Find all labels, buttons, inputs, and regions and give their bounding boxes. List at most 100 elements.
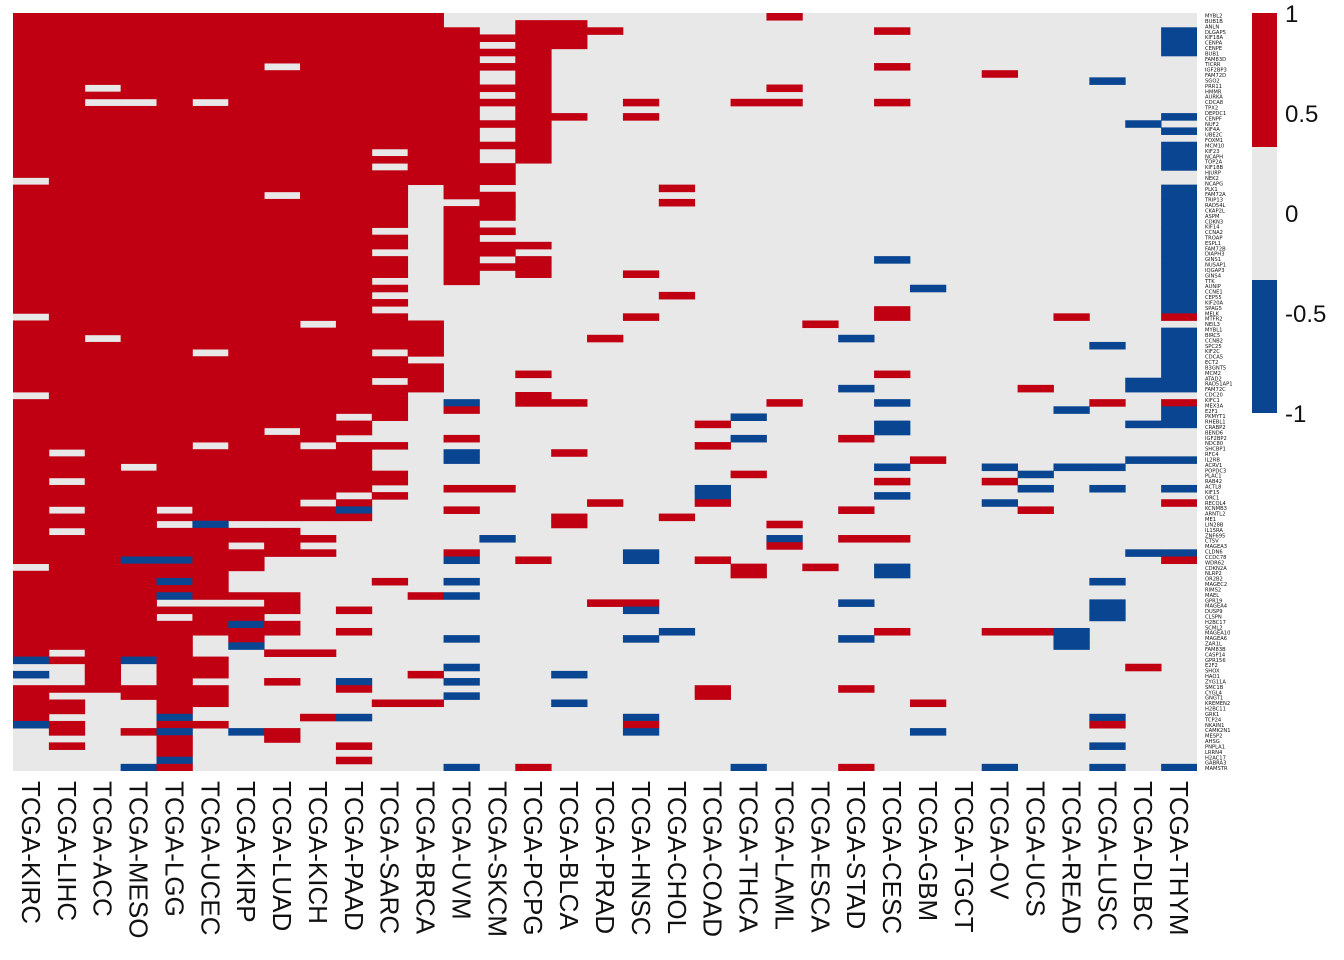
heatmap-cell [156,34,193,42]
heatmap-cell [1161,156,1197,164]
heatmap-cell [1161,549,1197,557]
heatmap-cell [300,427,337,436]
heatmap-cell [13,241,50,250]
heatmap-cell [84,277,122,286]
heatmap-cell [766,542,803,550]
heatmap-cell [371,156,409,164]
heatmap-cell [335,198,373,207]
heatmap-cell [443,506,480,514]
heatmap-cell [407,592,444,600]
heatmap-cell [13,320,50,329]
row-label: KIF18A [1205,35,1224,41]
heatmap-cell [1125,384,1162,393]
heatmap-cell [13,20,50,28]
heatmap-cell [1161,256,1197,264]
heatmap-cell [13,627,50,636]
heatmap-cell [264,34,301,42]
heatmap-cell [335,442,373,450]
heatmap-cell [371,98,409,107]
heatmap-cell [730,563,767,572]
heatmap-cell [192,241,229,250]
heatmap-cell [84,670,122,679]
heatmap-cell [874,570,911,579]
heatmap-cell [694,692,731,700]
heatmap-cell [192,535,229,543]
heatmap-cell [192,320,229,329]
row-label: GINS4 [1205,273,1222,279]
heatmap-cell [874,370,911,379]
heatmap-cell [84,506,122,514]
heatmap-cell [1161,41,1197,50]
heatmap-cell [84,542,122,550]
heatmap-cell [84,492,122,500]
heatmap-cell [264,291,301,300]
heatmap-cell [874,98,911,107]
row-label: CDCA8 [1205,100,1223,106]
heatmap-cell [84,327,122,336]
heatmap-cell [192,463,229,472]
heatmap-cell [120,120,157,128]
heatmap-cell [228,635,265,643]
heatmap-cell [264,177,301,186]
heatmap-cell [551,399,588,407]
heatmap-cell [300,549,337,557]
heatmap-cell [300,163,337,171]
heatmap-cell [120,63,157,71]
heatmap-cell [479,484,516,493]
heatmap-cell [443,277,480,286]
heatmap-cell [300,220,337,228]
row-label: ACTL8 [1205,485,1221,491]
heatmap-cell [371,13,409,21]
legend-swatch-mid [1252,147,1277,280]
heatmap-cell [84,563,122,572]
column-label: TCGA-LUAD [267,781,297,931]
heatmap-cell [300,420,337,429]
heatmap-cell [192,27,229,35]
heatmap-cell [264,377,301,386]
heatmap-cell [48,577,86,586]
heatmap-cell [13,692,50,700]
heatmap-cell [84,363,122,371]
heatmap-cell [228,206,265,214]
heatmap-cell [479,34,516,42]
heatmap-cell [13,470,50,479]
row-label: CEP55 [1205,295,1222,301]
heatmap-cell [84,442,122,450]
heatmap-cell [13,699,50,708]
heatmap-cell [838,635,875,643]
row-label: IQGAP3 [1205,268,1225,274]
heatmap-cell [300,55,337,64]
heatmap-cell [120,277,157,286]
heatmap-cell [874,399,911,407]
row-label: SPC25 [1205,344,1222,350]
heatmap-cell [407,77,444,85]
heatmap-cell [84,291,122,300]
heatmap-cell [156,692,193,700]
heatmap-cell [120,191,157,200]
heatmap-cell [192,592,229,600]
row-label: BIRC5 [1205,333,1220,339]
heatmap-cell [515,70,552,78]
heatmap-cell [84,34,122,42]
heatmap-cell [1161,377,1197,386]
heatmap-cell [48,406,86,414]
heatmap-cell [443,27,480,35]
row-label: CRABP2 [1205,425,1226,431]
heatmap-cell [587,27,624,35]
heatmap-cell [48,492,86,500]
heatmap-cell [13,105,50,114]
heatmap-cell [228,20,265,28]
heatmap-cell [48,549,86,557]
heatmap-cell [838,506,875,514]
heatmap-cell [1089,763,1126,771]
heatmap-cell [335,499,373,507]
heatmap-cell [192,277,229,286]
heatmap-cell [1161,299,1197,307]
heatmap-cell [264,341,301,350]
heatmap-cell [120,513,157,522]
column-label: TCGA-STAD [841,781,871,929]
heatmap-cell [84,299,122,307]
heatmap-cell [228,363,265,371]
heatmap-cell [694,442,731,450]
heatmap-cell [335,606,373,615]
